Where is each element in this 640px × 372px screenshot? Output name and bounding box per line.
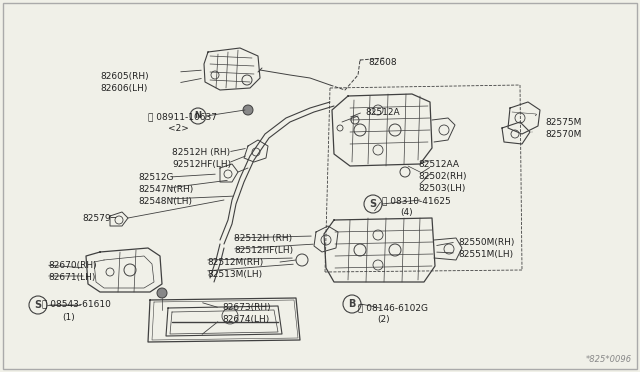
Text: Ⓢ 08310-41625: Ⓢ 08310-41625 [382, 196, 451, 205]
Text: (2): (2) [377, 315, 390, 324]
Text: 82547N(RH): 82547N(RH) [138, 185, 193, 194]
Circle shape [157, 288, 167, 298]
Text: 82579─: 82579─ [82, 214, 116, 223]
Text: 92512HF(LH): 92512HF(LH) [172, 160, 231, 169]
Text: 82502(RH): 82502(RH) [418, 172, 467, 181]
Text: 82671(LH): 82671(LH) [48, 273, 95, 282]
Text: S: S [369, 199, 376, 209]
Text: 82670(RH): 82670(RH) [48, 261, 97, 270]
Text: 82512HF(LH): 82512HF(LH) [234, 246, 293, 255]
Text: <2>: <2> [168, 124, 189, 133]
Text: 82606(LH): 82606(LH) [100, 84, 147, 93]
Text: 82551M(LH): 82551M(LH) [458, 250, 513, 259]
Text: 82550M(RH): 82550M(RH) [458, 238, 515, 247]
Text: 82512AA: 82512AA [418, 160, 459, 169]
Circle shape [243, 105, 253, 115]
Text: 82512H (RH): 82512H (RH) [172, 148, 230, 157]
Text: 82674(LH): 82674(LH) [222, 315, 269, 324]
Text: B: B [348, 299, 356, 309]
Text: (1): (1) [62, 313, 75, 322]
Text: 82503(LH): 82503(LH) [418, 184, 465, 193]
Text: 82605(RH): 82605(RH) [100, 72, 148, 81]
Text: (4): (4) [400, 208, 413, 217]
Text: 82673(RH): 82673(RH) [222, 303, 271, 312]
Text: S: S [35, 300, 42, 310]
Text: *825*0096: *825*0096 [586, 355, 632, 364]
Text: Ⓑ 08146-6102G: Ⓑ 08146-6102G [358, 303, 428, 312]
Text: 82513M(LH): 82513M(LH) [207, 270, 262, 279]
Text: Ⓢ 08543-61610: Ⓢ 08543-61610 [42, 299, 111, 308]
Text: 82548N(LH): 82548N(LH) [138, 197, 192, 206]
Text: N: N [195, 112, 202, 121]
Text: 82512G: 82512G [138, 173, 173, 182]
Text: 82608: 82608 [368, 58, 397, 67]
Text: 82512H (RH): 82512H (RH) [234, 234, 292, 243]
Text: 82512M(RH): 82512M(RH) [207, 258, 263, 267]
Text: Ⓝ 08911-10637: Ⓝ 08911-10637 [148, 112, 217, 121]
Text: 82570M: 82570M [545, 130, 581, 139]
Text: 82575M: 82575M [545, 118, 581, 127]
Text: 82512A: 82512A [365, 108, 399, 117]
